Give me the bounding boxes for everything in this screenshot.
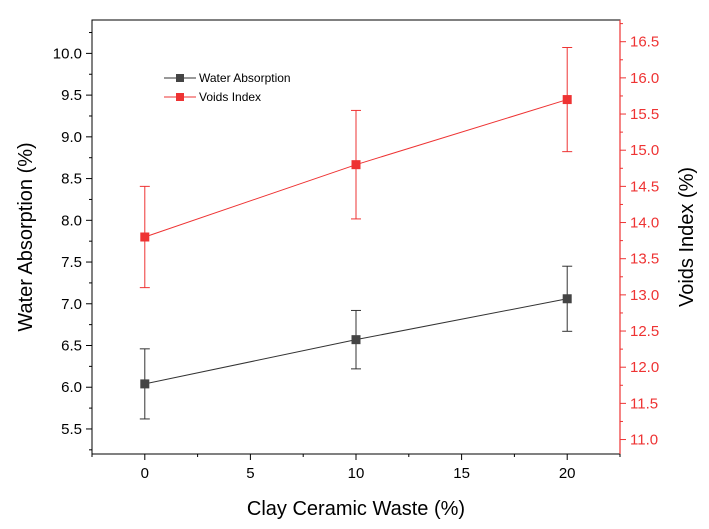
x-tick-label: 15 <box>453 465 470 482</box>
y-tick-label: 10.0 <box>53 45 82 62</box>
legend-label-voids-index: Voids Index <box>199 90 261 104</box>
y2-axis-title: Voids Index (%) <box>676 167 698 307</box>
y-tick-label: 5.5 <box>61 421 82 438</box>
legend-marker-voids-index <box>176 93 184 101</box>
x-tick-label: 0 <box>141 465 149 482</box>
y-tick-label: 6.0 <box>61 379 82 396</box>
data-point-water-absorption <box>562 294 572 304</box>
y2-tick-label: 15.0 <box>630 142 659 159</box>
y2-tick-label: 16.5 <box>630 34 659 51</box>
data-point-voids-index <box>562 95 572 105</box>
data-point-voids-index <box>351 160 361 170</box>
y2-tick-label: 12.5 <box>630 323 659 340</box>
y-tick-label: 7.5 <box>61 254 82 271</box>
y-tick-label: 6.5 <box>61 338 82 355</box>
y2-tick-label: 15.5 <box>630 106 659 123</box>
x-axis-title: Clay Ceramic Waste (%) <box>247 498 465 520</box>
y2-tick-label: 11.5 <box>630 395 658 412</box>
y2-tick-label: 14.5 <box>630 178 659 195</box>
data-point-voids-index <box>140 232 150 242</box>
legend: Water Absorption Voids Index <box>164 71 291 104</box>
y2-tick-label: 13.5 <box>630 251 659 268</box>
y2-tick-label: 11.0 <box>630 432 658 449</box>
data-point-water-absorption <box>351 335 361 345</box>
data-point-water-absorption <box>140 379 150 389</box>
x-tick-label: 10 <box>348 465 365 482</box>
y2-tick-label: 12.0 <box>630 359 659 376</box>
y-axis-title: Water Absorption (%) <box>15 142 37 331</box>
y-tick-label: 9.5 <box>61 87 82 104</box>
y-tick-label: 9.0 <box>61 129 82 146</box>
plot-frame <box>91 19 621 455</box>
y2-tick-label: 14.0 <box>630 215 659 232</box>
y-tick-label: 8.0 <box>61 212 82 229</box>
y2-tick-label: 16.0 <box>630 70 659 87</box>
legend-label-water-absorption: Water Absorption <box>199 71 291 85</box>
y2-tick-label: 13.0 <box>630 287 659 304</box>
y-tick-label: 7.0 <box>61 296 82 313</box>
y-tick-label: 8.5 <box>61 171 82 188</box>
x-tick-label: 5 <box>246 465 254 482</box>
legend-marker-water-absorption <box>176 74 184 82</box>
x-tick-label: 20 <box>559 465 576 482</box>
